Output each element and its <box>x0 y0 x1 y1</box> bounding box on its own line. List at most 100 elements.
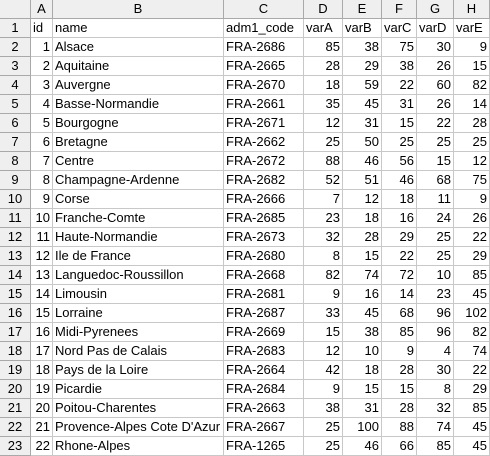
row-header-13[interactable]: 13 <box>0 247 31 266</box>
row-header-18[interactable]: 18 <box>0 342 31 361</box>
cell-g4[interactable]: 60 <box>417 76 454 95</box>
cell-e13[interactable]: 15 <box>343 247 382 266</box>
column-header-f[interactable]: F <box>382 0 417 19</box>
cell-e3[interactable]: 29 <box>343 57 382 76</box>
column-header-a[interactable]: A <box>31 0 53 19</box>
cell-c2[interactable]: FRA-2686 <box>224 38 304 57</box>
cell-h13[interactable]: 29 <box>454 247 490 266</box>
cell-g19[interactable]: 30 <box>417 361 454 380</box>
row-header-4[interactable]: 4 <box>0 76 31 95</box>
row-header-19[interactable]: 19 <box>0 361 31 380</box>
row-header-2[interactable]: 2 <box>0 38 31 57</box>
cell-f19[interactable]: 28 <box>382 361 417 380</box>
cell-h14[interactable]: 85 <box>454 266 490 285</box>
cell-h4[interactable]: 82 <box>454 76 490 95</box>
cell-h2[interactable]: 9 <box>454 38 490 57</box>
cell-d22[interactable]: 25 <box>304 418 343 437</box>
cell-g22[interactable]: 74 <box>417 418 454 437</box>
cell-g8[interactable]: 15 <box>417 152 454 171</box>
cell-h5[interactable]: 14 <box>454 95 490 114</box>
cell-b20[interactable]: Picardie <box>53 380 224 399</box>
row-header-8[interactable]: 8 <box>0 152 31 171</box>
cell-b5[interactable]: Basse-Normandie <box>53 95 224 114</box>
cell-a14[interactable]: 13 <box>31 266 53 285</box>
cell-a10[interactable]: 9 <box>31 190 53 209</box>
cell-a9[interactable]: 8 <box>31 171 53 190</box>
cell-a21[interactable]: 20 <box>31 399 53 418</box>
cell-d2[interactable]: 85 <box>304 38 343 57</box>
cell-c20[interactable]: FRA-2684 <box>224 380 304 399</box>
cell-b15[interactable]: Limousin <box>53 285 224 304</box>
cell-h3[interactable]: 15 <box>454 57 490 76</box>
cell-e17[interactable]: 38 <box>343 323 382 342</box>
cell-d1[interactable]: varA <box>304 19 343 38</box>
column-header-b[interactable]: B <box>53 0 224 19</box>
cell-h18[interactable]: 74 <box>454 342 490 361</box>
row-header-17[interactable]: 17 <box>0 323 31 342</box>
row-header-21[interactable]: 21 <box>0 399 31 418</box>
cell-c22[interactable]: FRA-2667 <box>224 418 304 437</box>
cell-f21[interactable]: 28 <box>382 399 417 418</box>
cell-h7[interactable]: 25 <box>454 133 490 152</box>
cell-g1[interactable]: varD <box>417 19 454 38</box>
cell-h11[interactable]: 26 <box>454 209 490 228</box>
cell-b16[interactable]: Lorraine <box>53 304 224 323</box>
cell-c8[interactable]: FRA-2672 <box>224 152 304 171</box>
cell-b2[interactable]: Alsace <box>53 38 224 57</box>
cell-b23[interactable]: Rhone-Alpes <box>53 437 224 456</box>
cell-f4[interactable]: 22 <box>382 76 417 95</box>
cell-a22[interactable]: 21 <box>31 418 53 437</box>
cell-c13[interactable]: FRA-2680 <box>224 247 304 266</box>
cell-f5[interactable]: 31 <box>382 95 417 114</box>
cell-c14[interactable]: FRA-2668 <box>224 266 304 285</box>
cell-a13[interactable]: 12 <box>31 247 53 266</box>
row-header-23[interactable]: 23 <box>0 437 31 456</box>
cell-f1[interactable]: varC <box>382 19 417 38</box>
cell-c11[interactable]: FRA-2685 <box>224 209 304 228</box>
cell-f13[interactable]: 22 <box>382 247 417 266</box>
cell-c18[interactable]: FRA-2683 <box>224 342 304 361</box>
cell-b7[interactable]: Bretagne <box>53 133 224 152</box>
cell-c5[interactable]: FRA-2661 <box>224 95 304 114</box>
cell-f23[interactable]: 66 <box>382 437 417 456</box>
cell-b19[interactable]: Pays de la Loire <box>53 361 224 380</box>
cell-b12[interactable]: Haute-Normandie <box>53 228 224 247</box>
cell-h19[interactable]: 22 <box>454 361 490 380</box>
cell-d19[interactable]: 42 <box>304 361 343 380</box>
cell-g21[interactable]: 32 <box>417 399 454 418</box>
cell-h9[interactable]: 75 <box>454 171 490 190</box>
column-header-e[interactable]: E <box>343 0 382 19</box>
cell-d6[interactable]: 12 <box>304 114 343 133</box>
cell-c16[interactable]: FRA-2687 <box>224 304 304 323</box>
cell-a7[interactable]: 6 <box>31 133 53 152</box>
cell-d5[interactable]: 35 <box>304 95 343 114</box>
cell-e22[interactable]: 100 <box>343 418 382 437</box>
cell-h20[interactable]: 29 <box>454 380 490 399</box>
cell-c17[interactable]: FRA-2669 <box>224 323 304 342</box>
row-header-3[interactable]: 3 <box>0 57 31 76</box>
cell-g11[interactable]: 24 <box>417 209 454 228</box>
row-header-22[interactable]: 22 <box>0 418 31 437</box>
cell-a3[interactable]: 2 <box>31 57 53 76</box>
cell-b17[interactable]: Midi-Pyrenees <box>53 323 224 342</box>
cell-f6[interactable]: 15 <box>382 114 417 133</box>
cell-h12[interactable]: 22 <box>454 228 490 247</box>
cell-d18[interactable]: 12 <box>304 342 343 361</box>
cell-g5[interactable]: 26 <box>417 95 454 114</box>
cell-b11[interactable]: Franche-Comte <box>53 209 224 228</box>
cell-b13[interactable]: Ile de France <box>53 247 224 266</box>
column-header-c[interactable]: C <box>224 0 304 19</box>
cell-f10[interactable]: 18 <box>382 190 417 209</box>
cell-a4[interactable]: 3 <box>31 76 53 95</box>
cell-f2[interactable]: 75 <box>382 38 417 57</box>
cell-e2[interactable]: 38 <box>343 38 382 57</box>
cell-a15[interactable]: 14 <box>31 285 53 304</box>
cell-h23[interactable]: 45 <box>454 437 490 456</box>
cell-d21[interactable]: 38 <box>304 399 343 418</box>
cell-g18[interactable]: 4 <box>417 342 454 361</box>
cell-f20[interactable]: 15 <box>382 380 417 399</box>
row-header-9[interactable]: 9 <box>0 171 31 190</box>
row-header-15[interactable]: 15 <box>0 285 31 304</box>
cell-e15[interactable]: 16 <box>343 285 382 304</box>
cell-c6[interactable]: FRA-2671 <box>224 114 304 133</box>
